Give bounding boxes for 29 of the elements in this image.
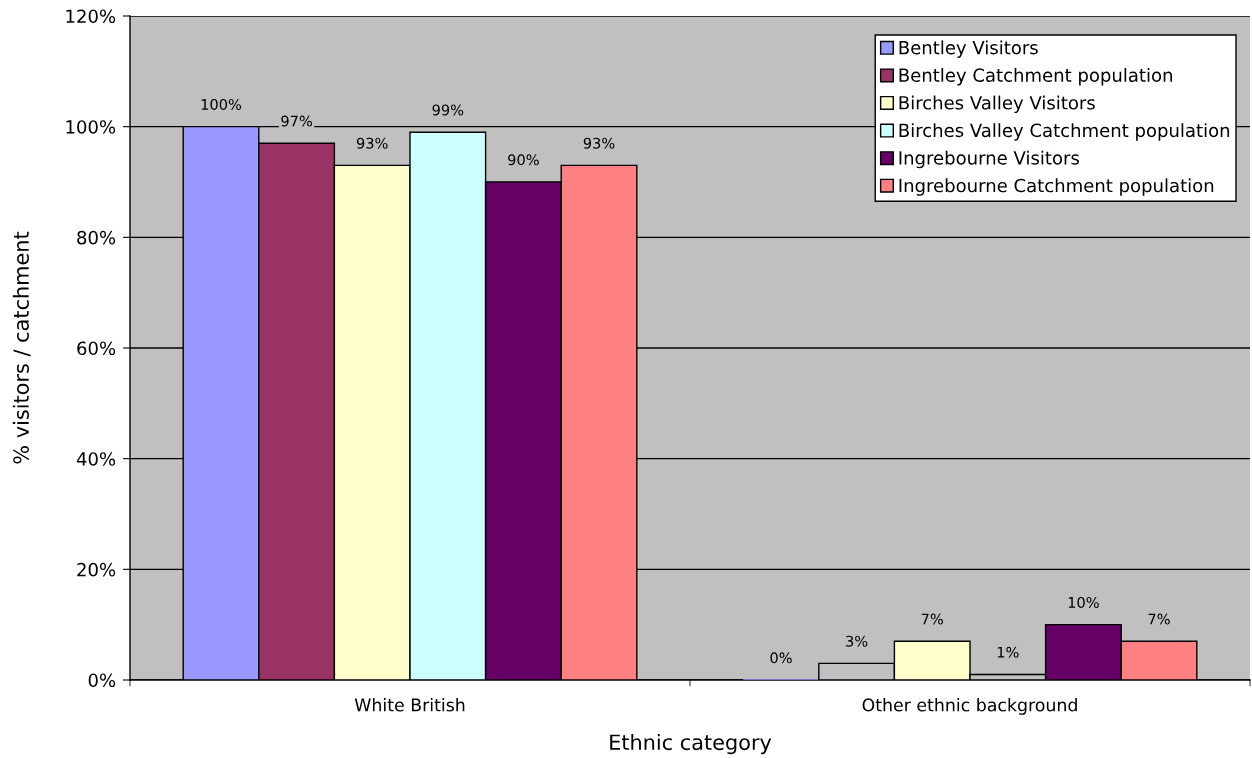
legend-label: Ingrebourne Catchment population — [899, 178, 1214, 196]
y-tick-label: 0% — [88, 673, 116, 688]
data-label: 93% — [356, 137, 388, 149]
y-axis-title: % visitors / catchment — [12, 231, 31, 464]
x-axis-title: Ethnic category — [610, 734, 772, 755]
data-label: 90% — [508, 154, 539, 166]
y-tick-label: 60% — [77, 341, 116, 356]
x-tick-label: Other ethnic background — [862, 698, 1077, 715]
data-label: 7% — [1148, 613, 1170, 625]
legend-label: Birches Valley Visitors — [899, 95, 1095, 114]
data-label: 3% — [846, 635, 868, 647]
y-tick-label: 100% — [66, 120, 116, 134]
data-label: 99% — [432, 104, 464, 116]
data-label: 93% — [583, 137, 615, 149]
y-tick-label: 120% — [66, 9, 116, 24]
x-tick-label: White British — [354, 698, 465, 712]
data-label: 0% — [770, 652, 792, 664]
data-label: 1% — [997, 646, 1019, 658]
data-label: 100% — [201, 98, 242, 110]
legend-label: Ingrebourne Visitors — [899, 150, 1079, 169]
y-tick-label: 20% — [77, 562, 116, 577]
data-label: 10% — [1068, 596, 1099, 608]
data-label: 7% — [921, 613, 943, 625]
y-tick-label: 40% — [76, 452, 116, 466]
legend-label: Birches Valley Catchment population — [899, 123, 1230, 141]
legend-label: Bentley Visitors — [899, 40, 1038, 58]
y-tick-label: 80% — [77, 230, 116, 245]
data-label: 97% — [281, 115, 312, 127]
legend-label: Bentley Catchment population — [899, 68, 1172, 86]
